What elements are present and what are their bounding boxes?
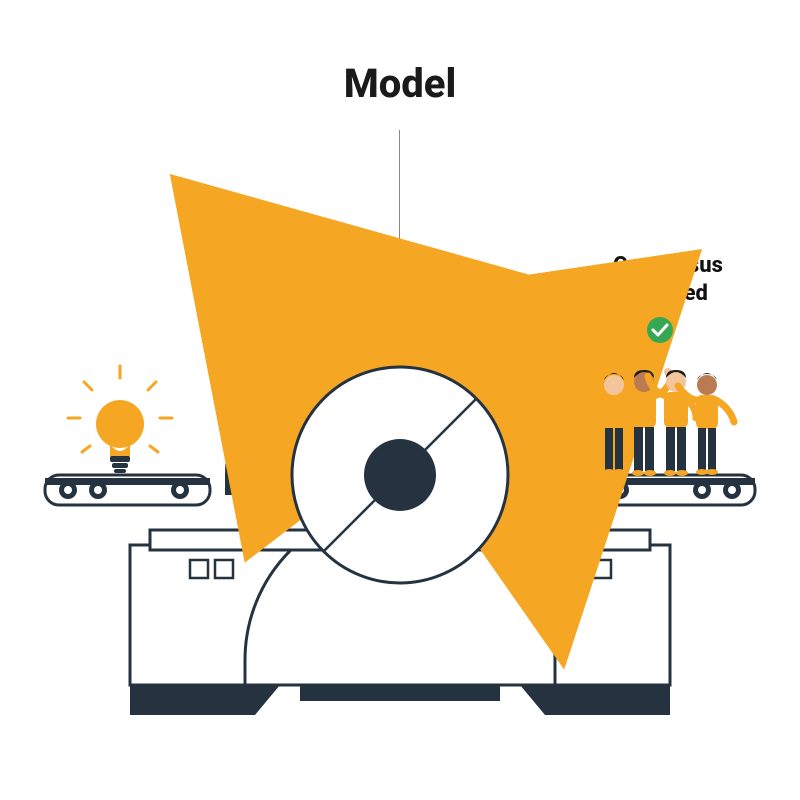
conveyor-left bbox=[45, 475, 210, 505]
conveyor-right bbox=[590, 475, 755, 505]
people-group bbox=[595, 368, 734, 476]
checkmark-icon bbox=[647, 317, 673, 343]
diagram-svg bbox=[0, 0, 800, 800]
lightbulb-icon bbox=[68, 366, 172, 473]
